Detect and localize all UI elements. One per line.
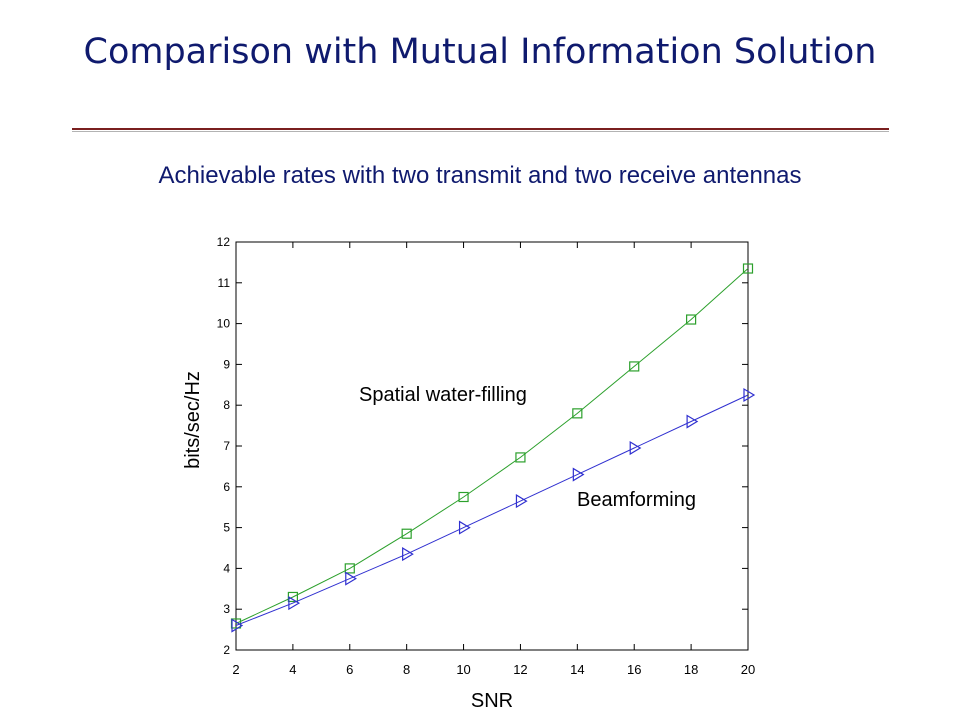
y-tick-label: 11: [218, 276, 231, 290]
point-water-filling: [686, 314, 697, 325]
y-tick-label: 3: [223, 602, 230, 616]
point-water-filling: [401, 528, 412, 539]
point-water-filling: [629, 361, 640, 372]
point-beamforming: [629, 440, 642, 456]
annotation-water-filling: Spatial water-filling: [359, 384, 527, 406]
x-axis-ticks: 2 4 6 8 10 12 14 16 18 20: [232, 242, 755, 677]
x-tick-label: 2: [232, 662, 239, 677]
y-axis-label: bits/sec/Hz: [182, 371, 204, 469]
point-water-filling: [458, 491, 469, 503]
y-tick-label: 2: [223, 643, 230, 657]
series-layer: [230, 263, 756, 633]
slide-title: Comparison with Mutual Information Solut…: [83, 32, 877, 72]
x-tick-label: 12: [513, 662, 527, 677]
x-tick-label: 8: [403, 662, 410, 677]
x-tick-label: 4: [289, 662, 296, 677]
y-tick-label: 6: [223, 480, 230, 494]
y-tick-label: 10: [217, 317, 231, 331]
series-line-beamforming: [235, 394, 749, 626]
plot-frame: [235, 241, 749, 651]
x-tick-label: 6: [346, 662, 353, 677]
y-tick-label: 12: [217, 235, 231, 249]
point-water-filling: [742, 263, 754, 274]
point-beamforming: [686, 414, 699, 429]
x-tick-label: 18: [684, 662, 698, 677]
x-tick-label: 20: [741, 662, 755, 677]
x-tick-label: 14: [570, 662, 584, 677]
chart-subtitle: Achievable rates with two transmit and t…: [158, 162, 802, 189]
x-tick-label: 16: [627, 662, 641, 677]
point-beamforming: [743, 387, 756, 403]
series-line-water-filling: [235, 268, 749, 624]
point-water-filling: [515, 452, 526, 463]
y-tick-label: 8: [223, 398, 230, 412]
point-beamforming: [572, 467, 585, 482]
x-axis-label: SNR: [471, 690, 513, 712]
title-underline: [72, 128, 889, 130]
point-beamforming: [231, 618, 244, 633]
point-beamforming: [402, 547, 414, 562]
point-beamforming: [345, 571, 357, 586]
y-tick-label: 9: [223, 357, 230, 371]
point-water-filling: [344, 563, 355, 574]
point-water-filling: [572, 408, 583, 419]
y-axis-ticks: 2 3 4 5 6 7 8 9 10 11 12: [217, 235, 748, 657]
point-beamforming: [288, 596, 301, 611]
annotation-beamforming: Beamforming: [577, 489, 696, 511]
y-tick-label: 4: [223, 561, 230, 575]
y-tick-label: 7: [223, 439, 230, 453]
point-beamforming: [515, 494, 528, 509]
x-tick-label: 10: [456, 662, 470, 677]
y-tick-label: 5: [223, 521, 230, 535]
title-underline-shadow: [72, 131, 889, 132]
point-beamforming: [458, 520, 471, 535]
